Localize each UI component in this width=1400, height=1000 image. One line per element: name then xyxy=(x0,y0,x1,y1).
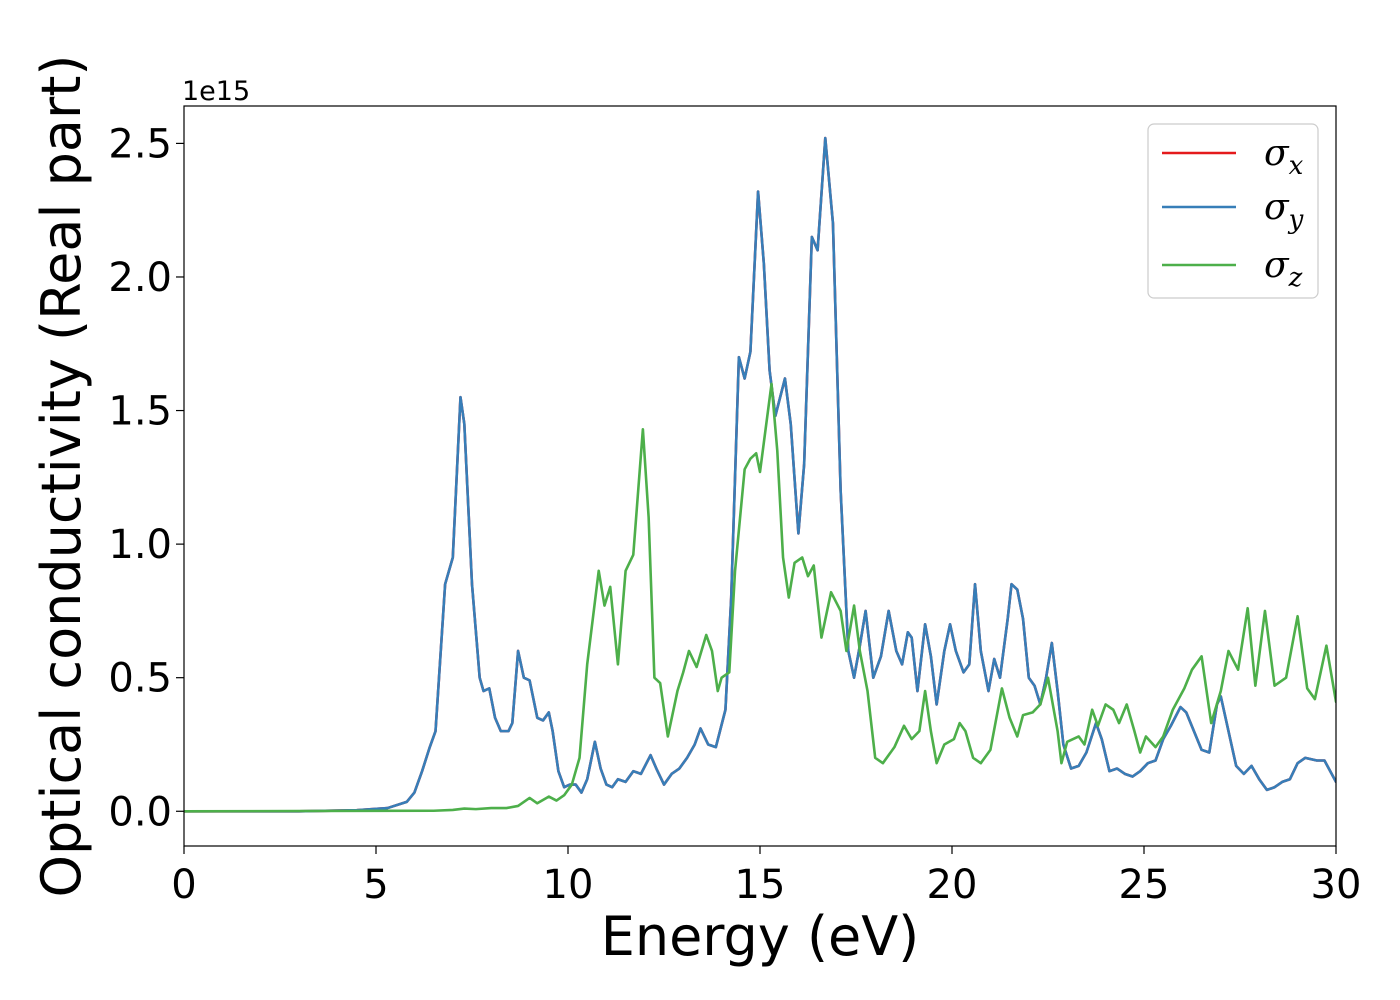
legend-label-z: σz xyxy=(1264,245,1303,293)
series-line-z xyxy=(184,382,1336,813)
x-tick-label: 30 xyxy=(1311,862,1362,908)
x-axis-title: Energy (eV) xyxy=(601,905,920,968)
x-tick-label: 5 xyxy=(363,862,388,908)
y-tick-label: 0.5 xyxy=(108,656,172,702)
y-tick-label: 0.0 xyxy=(108,789,172,835)
legend-box xyxy=(1147,123,1319,299)
legend: σx σy σz xyxy=(1147,123,1319,299)
y-tick-label: 2.0 xyxy=(108,255,172,301)
y-axis-title: Optical conductivity (Real part) xyxy=(30,55,93,898)
legend-label-x: σx xyxy=(1264,133,1304,181)
x-tick-label: 15 xyxy=(735,862,786,908)
y-tick-label: 1.0 xyxy=(108,522,172,568)
x-tick-label: 25 xyxy=(1119,862,1170,908)
legend-label-y: σy xyxy=(1264,187,1304,235)
y-offset-label: 1e15 xyxy=(182,76,250,107)
x-tick-label: 10 xyxy=(543,862,594,908)
x-tick-label: 0 xyxy=(171,862,196,908)
x-tick-label: 20 xyxy=(927,862,978,908)
y-tick-label: 1.5 xyxy=(108,389,172,435)
series-line-y xyxy=(184,136,1336,813)
y-tick-label: 2.5 xyxy=(108,121,172,167)
